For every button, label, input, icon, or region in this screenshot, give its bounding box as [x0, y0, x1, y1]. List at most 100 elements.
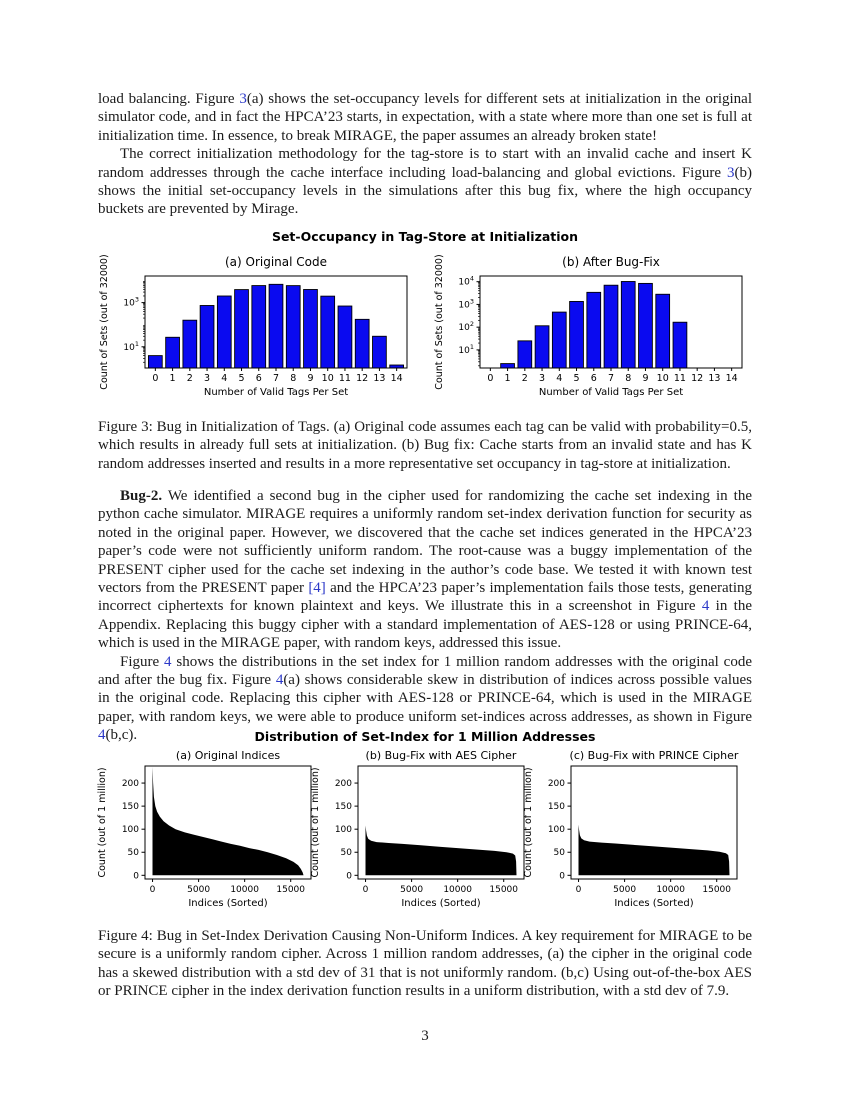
- axes-frame: [357, 765, 525, 880]
- axes-frame: [479, 275, 743, 369]
- text-run: Figure: [120, 653, 165, 670]
- y-tick-label: 150: [548, 802, 565, 812]
- x-tick-label: 9: [642, 373, 648, 384]
- x-tick-label: 6: [591, 373, 597, 384]
- x-tick-label: 10: [657, 373, 669, 384]
- bar: [147, 355, 163, 369]
- x-tick-label: 5: [574, 373, 580, 384]
- text-run: (a) shows considerable skew in distribut…: [98, 672, 753, 725]
- text-run: in the Appendix. Replacing this buggy ci…: [98, 598, 752, 652]
- x-tick-label: 13: [373, 373, 385, 384]
- figure-ref-link[interactable]: 3: [727, 164, 735, 181]
- x-tick-label: 9: [307, 373, 313, 384]
- x-axis-label: Indices (Sorted): [401, 898, 480, 909]
- x-tick-label: 0: [576, 885, 582, 895]
- y-tick-label: 101: [458, 343, 474, 356]
- figure-ref-link[interactable]: 4: [701, 598, 710, 615]
- y-tick-label: 103: [123, 296, 139, 309]
- y-tick-label: 50: [554, 848, 566, 858]
- bars-group: [500, 281, 688, 369]
- bar: [268, 283, 284, 369]
- text-run: The correct initialization methodology f…: [98, 146, 752, 181]
- bar: [569, 301, 584, 369]
- subplot-title: (a) Original Indices: [176, 749, 280, 762]
- chart-fig3b-after-bugfix: 101 102 103 104 0 1 2 3 4 5 6 7 8 9 10 11 12 13 14 (b) Afte…: [430, 248, 770, 403]
- x-tick-label: 5000: [400, 885, 423, 895]
- text-run: Figure 4: Bug in Set-Index Derivation Ca…: [98, 928, 752, 1000]
- x-tick-label: 10000: [230, 885, 259, 895]
- bar: [303, 289, 318, 369]
- x-tick-label: 7: [608, 373, 614, 384]
- x-tick-label: 15000: [702, 885, 731, 895]
- x-tick-label: 10: [322, 373, 334, 384]
- body-paragraph: The correct initialization methodology f…: [98, 145, 752, 219]
- figure3-caption-block: Figure 3: Bug in Initialization of Tags.…: [98, 418, 752, 473]
- bar: [655, 293, 671, 369]
- fig4c-svg: 0 50 100 150 200 0 5000 10000 15000 (c) Bug-Fix w…: [523, 749, 739, 909]
- chart-fig4c-prince-cipher: 0 50 100 150 200 0 5000 10000 15000 (c) Bug-Fix w…: [521, 745, 756, 917]
- bar: [638, 282, 653, 369]
- y-tick-label: 102: [458, 320, 474, 333]
- x-tick-label: 0: [150, 885, 156, 895]
- x-tick-label: 12: [356, 373, 368, 384]
- text-run: Figure 3: Bug in Initialization of Tags.…: [98, 419, 752, 472]
- figure-ref-link[interactable]: [4]: [308, 580, 326, 597]
- text-run: load balancing. Figure: [98, 91, 240, 107]
- y-axis-label: Count of Sets (out of 32000): [99, 254, 110, 389]
- x-tick-label: 11: [674, 373, 686, 384]
- bars-group: [147, 283, 405, 369]
- fig4b-svg: 0 50 100 150 200 0 5000 10000 15000 (b) Bug-Fix w…: [310, 749, 525, 909]
- text-run: shows the distributions in the set index…: [98, 653, 752, 689]
- x-tick-label: 11: [339, 373, 351, 384]
- body-paragraph: load balancing. Figure 3(a) shows the se…: [98, 90, 752, 145]
- distribution-area: [578, 824, 730, 876]
- text-run: We identified a second bug in the cipher…: [98, 488, 752, 597]
- figure-ref-link[interactable]: 4: [164, 653, 172, 670]
- x-tick-label: 2: [187, 373, 193, 384]
- subplot-title: (b) Bug-Fix with AES Cipher: [366, 749, 517, 762]
- figure3-suptitle: Set-Occupancy in Tag-Store at Initializa…: [271, 229, 579, 244]
- y-tick-label: 104: [458, 275, 474, 288]
- body-paragraph: Figure 4 shows the distributions in the …: [98, 653, 752, 745]
- x-tick-label: 4: [221, 373, 227, 384]
- x-tick-label: 15000: [489, 885, 518, 895]
- subplot-title: (c) Bug-Fix with PRINCE Cipher: [570, 749, 739, 762]
- distribution-area: [365, 825, 517, 876]
- bar: [251, 285, 267, 369]
- figure-ref-link[interactable]: 3: [239, 91, 247, 107]
- x-tick-label: 6: [256, 373, 262, 384]
- axes-frame: [570, 765, 738, 880]
- bar: [354, 318, 370, 369]
- y-tick-label: 50: [128, 848, 140, 858]
- y-tick-label: 200: [335, 779, 352, 789]
- x-tick-label: 10000: [443, 885, 472, 895]
- x-tick-label: 5000: [187, 885, 210, 895]
- figure4-caption: Figure 4: Bug in Set-Index Derivation Ca…: [98, 927, 752, 1001]
- figure-ref-link[interactable]: 4: [275, 672, 284, 689]
- x-tick-label: 12: [691, 373, 703, 384]
- x-tick-label: 7: [273, 373, 279, 384]
- x-tick-label: 5000: [613, 885, 636, 895]
- subplot-title: (b) After Bug-Fix: [562, 255, 660, 269]
- bar: [199, 305, 215, 369]
- y-axis-label: Count (out of 1 million): [310, 767, 321, 877]
- bar: [534, 325, 550, 369]
- figure-ref-link[interactable]: 4: [98, 727, 106, 744]
- fig4a-svg: 0 50 100 150 200 0 5000 10000 15000 (a) Original …: [97, 749, 312, 909]
- chart-fig4b-aes-cipher: 0 50 100 150 200 0 5000 10000 15000 (b) Bug-Fix w…: [308, 745, 543, 917]
- x-tick-label: 13: [708, 373, 720, 384]
- y-tick-label: 103: [458, 297, 474, 310]
- text-run: (b) shows the initial set-occupancy leve…: [98, 164, 752, 218]
- bar: [500, 363, 515, 369]
- x-tick-label: 5: [239, 373, 245, 384]
- x-tick-label: 1: [170, 373, 176, 384]
- y-tick-label: 150: [335, 802, 352, 812]
- body-paragraph: Bug-2. We identified a second bug in the…: [98, 487, 752, 653]
- chart-fig3a-original-code: 101 103 0 1 2 3 4 5 6 7 8 9 10 11 12 13 14 (a) Original C…: [95, 248, 435, 403]
- x-tick-label: 1: [505, 373, 511, 384]
- y-axis-label: Count of Sets (out of 32000): [434, 254, 445, 389]
- figure3-caption: Figure 3: Bug in Initialization of Tags.…: [98, 418, 752, 473]
- bar: [320, 295, 336, 369]
- subplot-title: (a) Original Code: [225, 255, 327, 269]
